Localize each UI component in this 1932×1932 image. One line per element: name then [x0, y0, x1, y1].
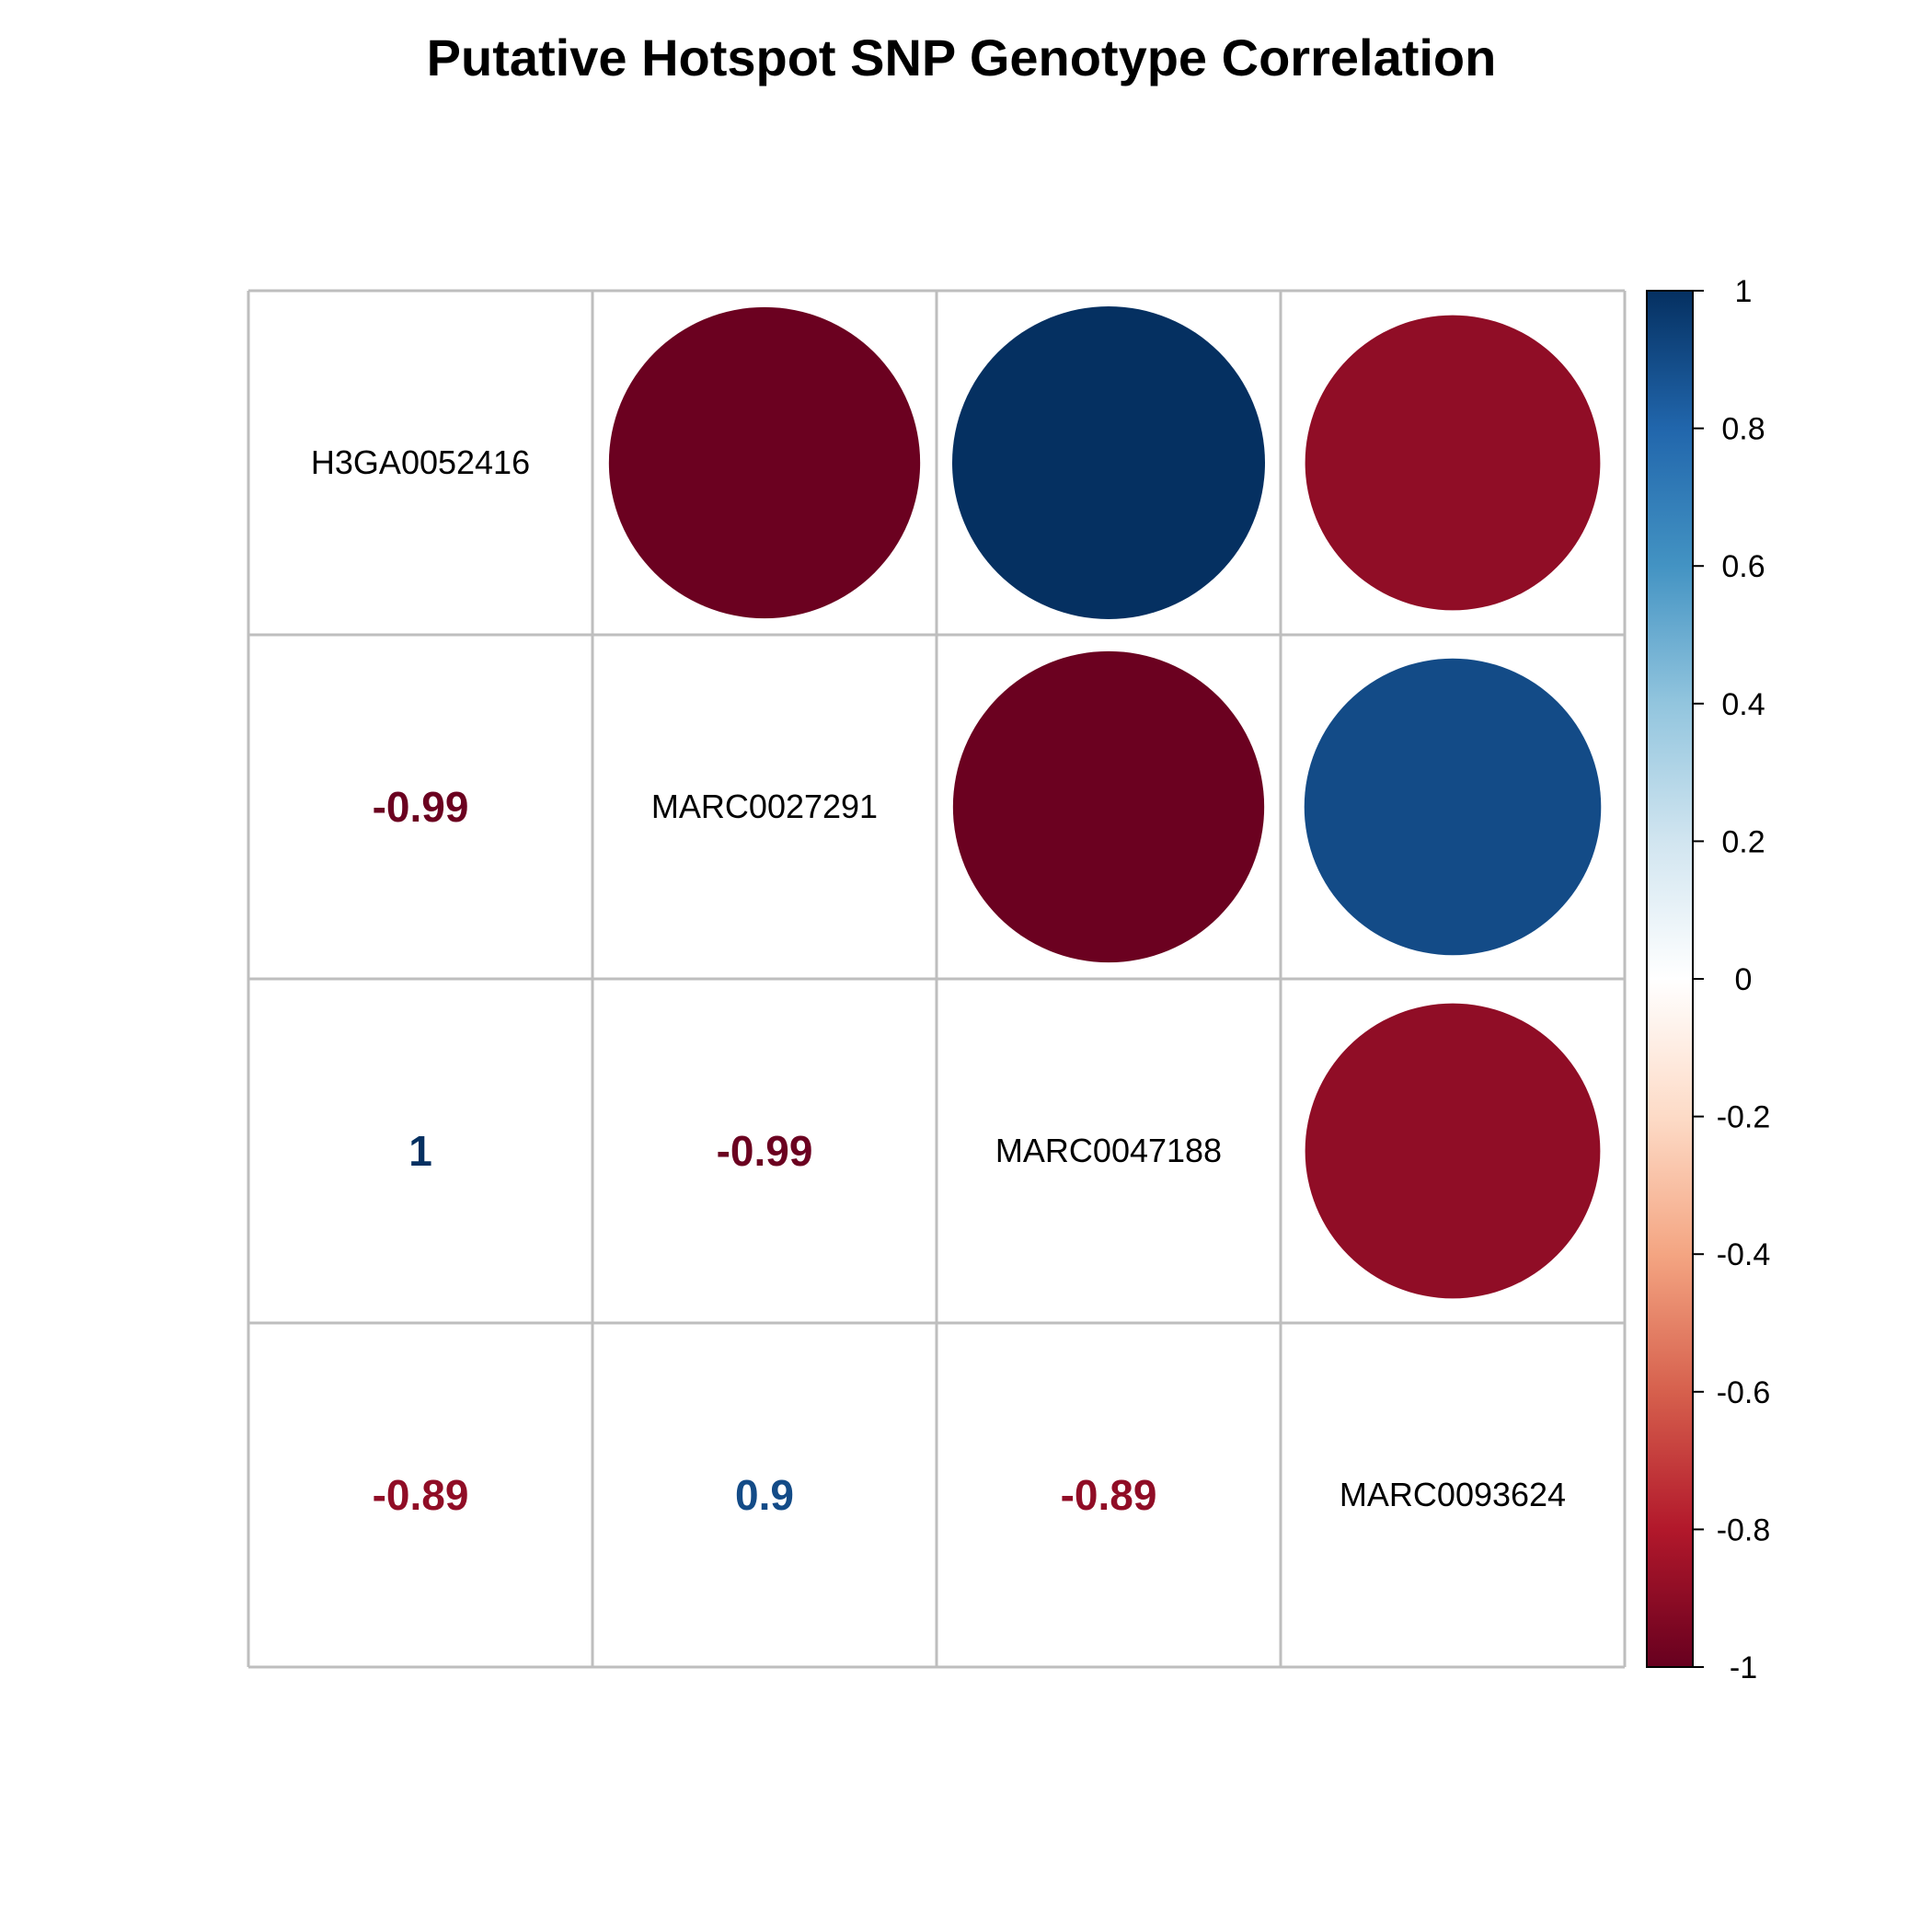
matrix-cells: H3GA0052416 MARC0027291 MARC0047188 MARC009…	[311, 306, 1602, 1519]
variable-label: MARC0047188	[995, 1132, 1222, 1169]
coefficient-label: 1	[408, 1127, 432, 1175]
coefficient-label: -0.89	[373, 1471, 469, 1519]
legend-tick-label: -0.4	[1717, 1237, 1771, 1272]
legend-tick-label: 0.8	[1721, 412, 1765, 447]
legend-tick-label: 0.4	[1721, 687, 1765, 722]
legend-color-bar	[1646, 290, 1694, 1668]
legend-tick-label: -0.2	[1717, 1100, 1771, 1135]
legend-tick-label: -1	[1730, 1650, 1757, 1685]
legend-tick-label: -0.8	[1717, 1512, 1771, 1547]
correlation-circle	[952, 650, 1265, 963]
chart-title: Putative Hotspot SNP Genotype Correlatio…	[427, 29, 1497, 86]
legend-tick-label: 0	[1735, 962, 1753, 997]
correlation-circle	[1304, 658, 1602, 956]
matrix-grid	[247, 289, 1627, 1669]
correlation-circle	[952, 306, 1265, 619]
correlation-circle	[1305, 1003, 1601, 1299]
legend-tick-label: 0.2	[1721, 824, 1765, 859]
correlation-circle	[608, 306, 921, 619]
correlation-circle	[1305, 315, 1601, 611]
variable-label: H3GA0052416	[311, 443, 530, 481]
variable-label: MARC0027291	[651, 788, 878, 825]
coefficient-label: -0.99	[373, 783, 469, 831]
color-legend: 1 0.8 0.6 0.4 0.2 0 -0.2 -0.4 -0.6 -0.8 -1	[1646, 274, 1771, 1685]
legend-tick-label: -0.6	[1717, 1375, 1771, 1410]
coefficient-label: 0.9	[735, 1471, 794, 1519]
legend-tick-label: 1	[1735, 274, 1753, 309]
coefficient-label: -0.99	[717, 1127, 813, 1175]
legend-tick-label: 0.6	[1721, 549, 1765, 584]
variable-label: MARC0093624	[1340, 1476, 1566, 1513]
coefficient-label: -0.89	[1061, 1471, 1157, 1519]
